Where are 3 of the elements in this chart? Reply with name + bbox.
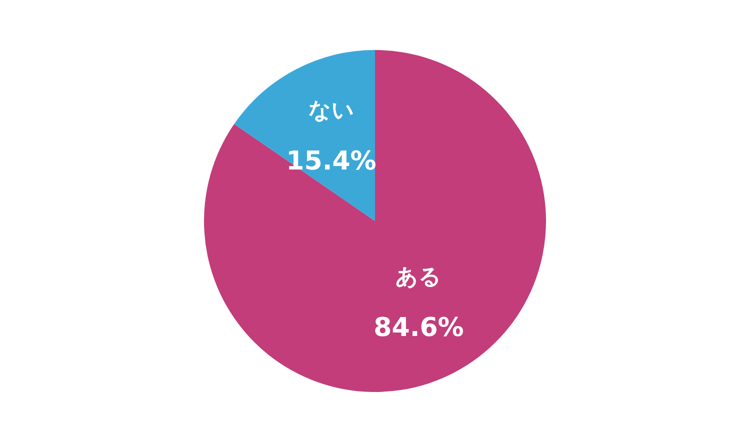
data-label: 84.6% (374, 313, 464, 344)
slice-label: ある (396, 264, 442, 290)
slice-label: ない (308, 98, 354, 124)
